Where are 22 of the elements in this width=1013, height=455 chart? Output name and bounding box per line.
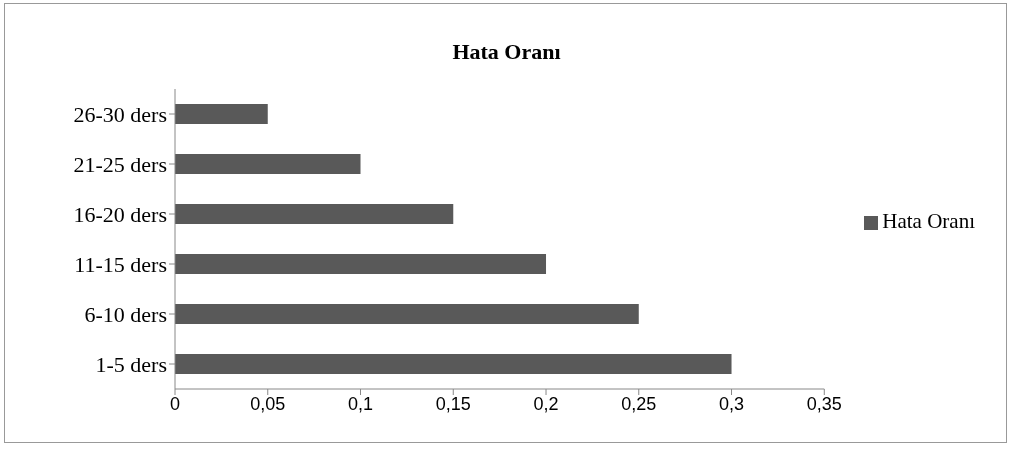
bar [175, 304, 639, 324]
bar [175, 204, 454, 224]
x-tick-label: 0,15 [435, 393, 471, 414]
chart-title: Hata Oranı [451, 39, 562, 65]
x-tick-label: 0,1 [347, 393, 374, 414]
x-tick-label: 0,35 [806, 393, 842, 414]
x-tick-label: 0,3 [719, 393, 745, 414]
bar [175, 154, 361, 174]
bar [175, 254, 547, 274]
bar [175, 354, 732, 374]
y-tick-label: 21-25 ders [73, 151, 167, 177]
x-tick-label: 0,2 [533, 393, 559, 414]
y-tick-label: 26-30 ders [73, 101, 167, 127]
y-tick-label: 11-15 ders [74, 251, 167, 277]
bar [175, 104, 268, 124]
x-tick-label: 0 [169, 393, 181, 414]
legend-label: Hata Oranı [882, 209, 975, 233]
y-tick-label: 16-20 ders [73, 201, 167, 227]
x-tick-label: 0,25 [621, 393, 657, 414]
y-tick-label: 6-10 ders [84, 301, 167, 327]
x-tick-label: 0,05 [250, 393, 286, 414]
y-tick-label: 1-5 ders [95, 351, 167, 377]
